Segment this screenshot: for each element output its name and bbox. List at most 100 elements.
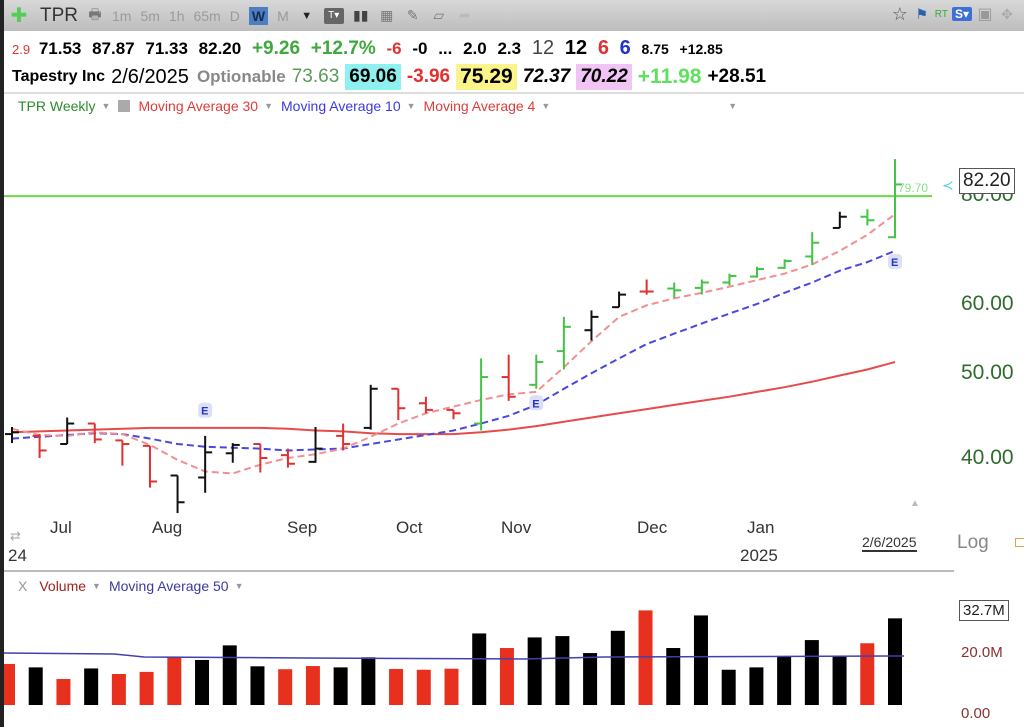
legend-vol-ma50[interactable]: Moving Average 50 (108, 578, 229, 594)
timeframe-w[interactable]: W (248, 6, 269, 25)
star-icon[interactable]: ☆ (891, 3, 908, 24)
ohlc-bar (777, 259, 792, 269)
legend-vol-ma50-dropdown-icon[interactable]: ▼ (234, 581, 244, 591)
quote-v3: 2.0 (463, 39, 487, 58)
legend-more-dropdown-icon[interactable]: ▼ (728, 101, 738, 111)
timeframe-1m[interactable]: 1m (112, 7, 132, 24)
quote-v2: -0 (412, 39, 428, 58)
price-chart[interactable]: 79.70 E E E (4, 130, 1024, 530)
quote-high: 87.87 (92, 39, 135, 58)
volume-bar (527, 637, 542, 705)
volume-bar (610, 630, 625, 705)
grid-icon[interactable] (118, 100, 131, 112)
volume-bar (139, 671, 154, 705)
quote-change: +9.26 (251, 38, 301, 59)
ohlc-bar (667, 282, 682, 298)
legend-volume[interactable]: Volume (39, 578, 87, 594)
quote-small: 2.9 (12, 42, 31, 57)
volume-bar (721, 669, 736, 705)
scroll-up-icon[interactable]: ▲ (910, 498, 920, 509)
volume-bar (84, 668, 99, 705)
timeframe-m[interactable]: M (277, 7, 289, 24)
earnings-marker-label: E (201, 406, 208, 418)
earnings-marker[interactable] (888, 254, 902, 270)
ohlc-bar (60, 417, 75, 446)
ohlc-bar (336, 423, 351, 451)
s-badge[interactable]: S▾ (951, 7, 972, 21)
close-volume-icon[interactable]: X (18, 578, 28, 594)
legend-volume-dropdown-icon[interactable]: ▼ (92, 581, 101, 591)
bars-style-icon[interactable]: ▮▮ (353, 7, 369, 23)
log-toggle[interactable]: Log (957, 532, 989, 553)
volume-bar (4, 663, 15, 705)
text-tool-icon[interactable]: T▾ (323, 7, 344, 24)
legend-ma10-dropdown-icon[interactable]: ▼ (406, 101, 416, 111)
earnings-marker[interactable] (198, 402, 213, 418)
timeframe-dropdown-icon[interactable]: ▼ (301, 9, 313, 22)
quote-q4: 75.29 (456, 64, 517, 90)
earnings-marker-label: E (891, 257, 898, 269)
draw-pencil-icon[interactable]: ✎ (406, 7, 419, 23)
quote-q6: 70.22 (576, 64, 632, 90)
x-label-oct: Oct (396, 518, 423, 537)
volume-bar (305, 666, 320, 705)
volume-bar (361, 657, 376, 705)
timeframe-d[interactable]: D (229, 7, 240, 24)
panel-settings-icon[interactable] (1015, 538, 1024, 547)
legend-ma30[interactable]: Moving Average 30 (138, 98, 259, 114)
legend-ma4[interactable]: Moving Average 4 (423, 98, 536, 114)
timeframe-65m[interactable]: 65m (193, 7, 221, 24)
y-label-60: 60.00 (961, 292, 1014, 315)
legend-ma10[interactable]: Moving Average 10 (281, 98, 401, 114)
link-icon[interactable]: 🖶 (88, 5, 102, 22)
vol-y-label-20m: 20.0M (961, 644, 1003, 661)
scroll-arrows-icon[interactable]: ⇄ (10, 528, 21, 543)
add-symbol-icon[interactable]: ✚ (10, 5, 28, 27)
ohlc-bar (308, 427, 323, 463)
volume-bar (111, 673, 126, 705)
legend-series-dropdown-icon[interactable]: ▼ (101, 101, 111, 111)
price-tag-pointer-icon: ≺ (942, 177, 954, 193)
share-arrow-icon[interactable]: ➦ (458, 7, 471, 23)
quote-v10: +12.85 (679, 41, 723, 57)
volume-bar (666, 648, 681, 705)
legend-ma30-dropdown-icon[interactable]: ▼ (264, 101, 273, 111)
x-label-jan: Jan (747, 518, 775, 537)
ohlc-bar (87, 422, 102, 444)
volume-bar (167, 657, 182, 705)
add-study-icon[interactable]: ▦ (380, 7, 394, 23)
x-label-dec: Dec (637, 518, 668, 537)
ohlc-bar (860, 209, 875, 226)
volume-bar (638, 610, 653, 705)
ohlc-bar (750, 266, 765, 278)
y-label-40: 40.00 (961, 446, 1014, 469)
note-icon[interactable]: ▱ (433, 7, 445, 23)
x-label-year-start: 24 (8, 546, 27, 565)
quote-v6: 12 (564, 37, 588, 59)
legend-ma4-dropdown-icon[interactable]: ▼ (541, 101, 551, 111)
save-icon[interactable]: ▣ (977, 6, 993, 23)
volume-bar (804, 640, 819, 705)
quote-q8: +28.51 (707, 66, 767, 87)
symbol-label[interactable]: TPR (40, 4, 78, 26)
volume-chart[interactable] (4, 595, 954, 725)
rt-badge[interactable]: RT (934, 8, 948, 20)
flag-icon[interactable]: ⚑ (915, 5, 929, 22)
quote-date: 2/6/2025 (111, 65, 189, 88)
volume-bar (832, 656, 847, 705)
ohlc-bar (363, 384, 378, 430)
quote-row-1: 2.9 71.53 87.87 71.33 82.20 +9.26 +12.7%… (12, 37, 729, 60)
quote-low: 71.33 (145, 39, 188, 58)
price-legend: TPR Weekly ▼ Moving Average 30 ▼ Moving … (18, 98, 741, 114)
date-marker[interactable]: 2/6/2025 (862, 534, 917, 552)
earnings-marker[interactable] (529, 395, 544, 411)
timeframe-5m[interactable]: 5m (140, 7, 160, 24)
quote-q3: -3.96 (406, 66, 451, 87)
quote-q2: 69.06 (345, 64, 401, 90)
timeframe-1h[interactable]: 1h (168, 7, 185, 24)
move-icon[interactable]: ✥ (1001, 5, 1013, 22)
panel-divider[interactable] (4, 570, 954, 572)
quote-open: 71.53 (38, 39, 82, 58)
resistance-line-label: 79.70 (898, 181, 928, 195)
legend-series[interactable]: TPR Weekly (18, 98, 96, 114)
